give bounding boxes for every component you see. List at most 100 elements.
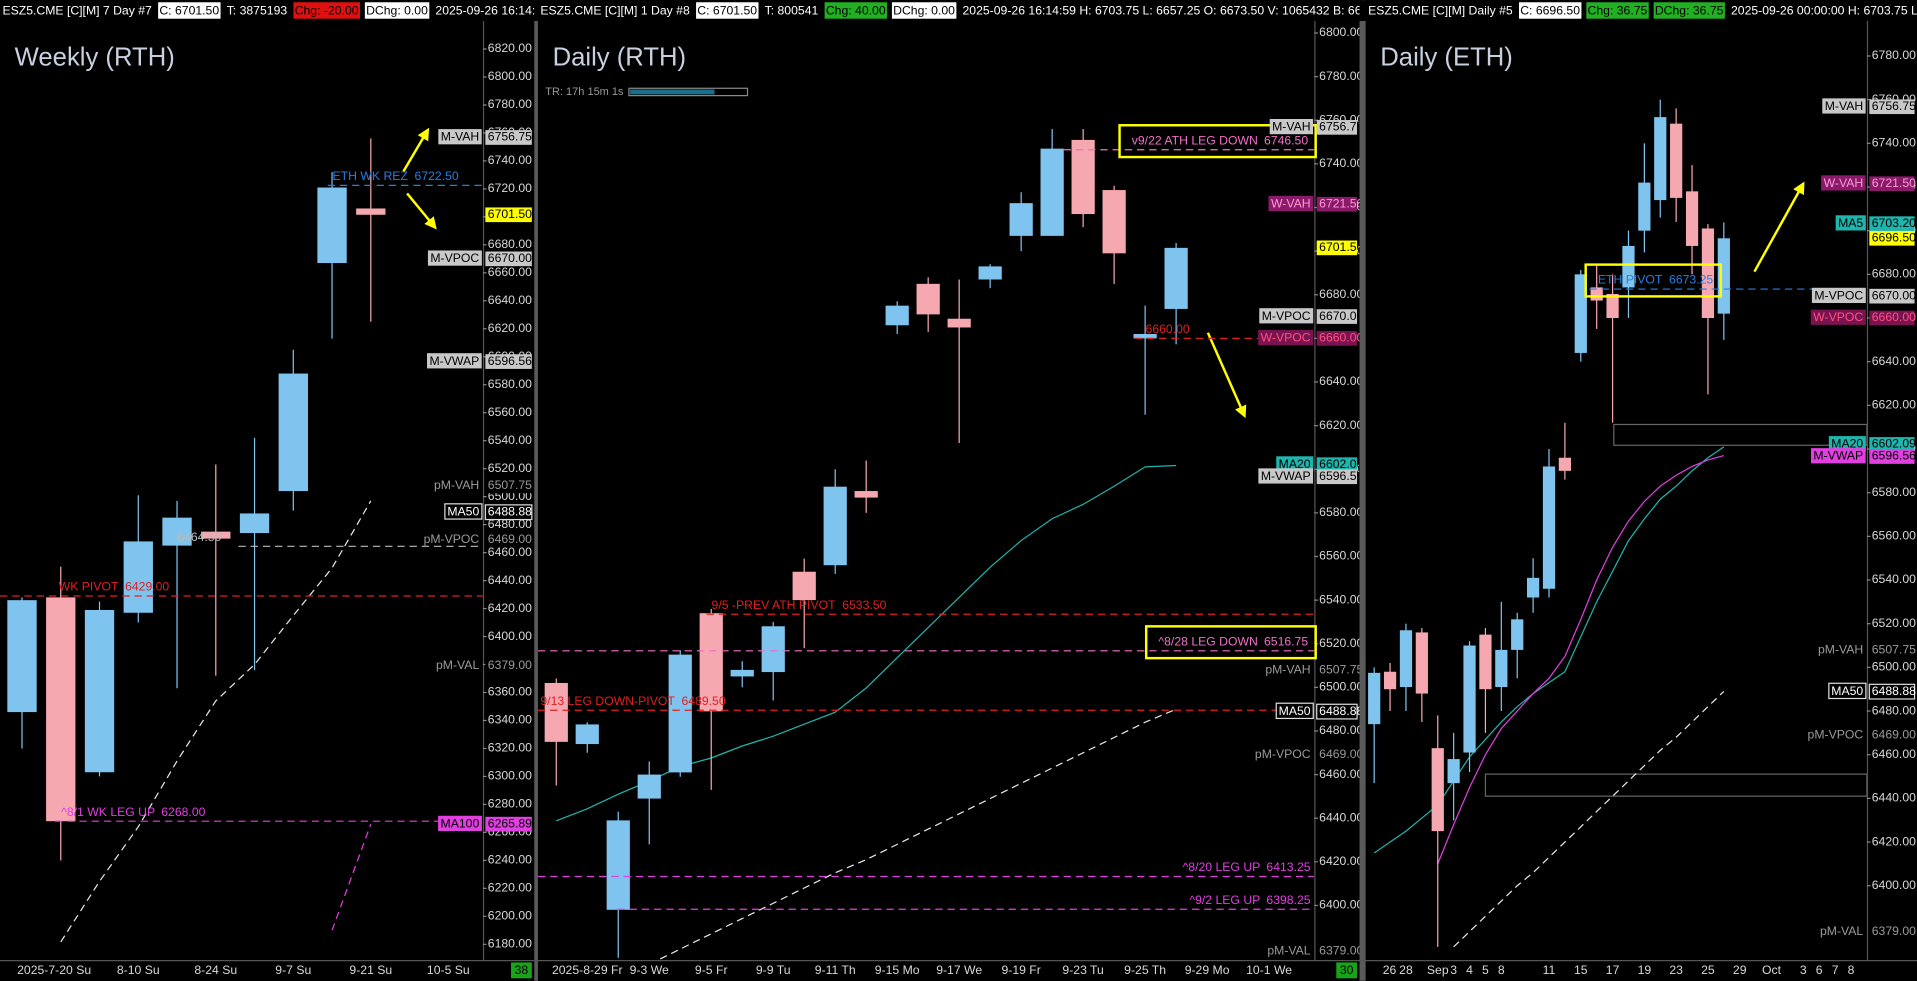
y-tick-label: 6740.00 [1872,136,1916,150]
level-price: 6398.25 [1266,893,1310,907]
candle-body [1511,619,1524,650]
candle-body [201,531,231,539]
price-tag [485,251,532,267]
level-name: ^8/28 LEG DOWN [1158,634,1257,648]
y-tick-label: 6620.00 [1319,418,1363,432]
price-tag-value: 6696.50 [1872,231,1916,245]
price-tag-name-bg [1821,175,1866,191]
y-tick-label: 6420.00 [1319,854,1363,868]
header-field: Chg: -20.00 [295,3,359,17]
candle-body [1009,203,1033,236]
candle-body [1040,148,1064,236]
x-tick-label: 7 [1832,963,1839,977]
x-tick-label: 3 [1800,963,1807,977]
price-tag-value: 6596.56 [1872,449,1916,463]
header-field: ESZ5.CME [C][M] 7 Day #7 [2,3,152,17]
price-tag [485,354,532,369]
candle-body [1622,245,1635,288]
y-tick-label: 6480.00 [488,517,532,531]
candle-body [885,305,909,326]
price-tag-name-bg [1259,308,1314,324]
y-tick-label: 6180.00 [488,937,532,951]
price-tag-value: 6469.00 [488,532,532,546]
level-name: 9/13 LEG DOWN-PIVOT [540,694,675,708]
level-name: WK PIVOT [59,580,119,594]
x-tick-label: Sep [1427,963,1449,977]
header-field-bg [696,2,759,19]
overlay-line [60,500,372,943]
price-tag [1316,120,1358,135]
x-tick-label: 25 [1701,963,1715,977]
y-tick-label: 6640.00 [1319,374,1363,388]
price-tag-name: pM-VPOC [1255,747,1311,761]
price-tag [1316,469,1358,485]
price-tag-name: MA100 [441,816,480,830]
header-field: T: 800541 [765,3,819,17]
price-tag-name: MA20 [1831,437,1863,451]
x-tick-label: 9-17 We [936,963,982,977]
y-tick-label: 6640.00 [1872,354,1916,368]
plot-area [1368,99,1867,948]
price-tag-name: pM-VPOC [424,532,480,546]
y-tick-label: 6540.00 [1872,572,1916,586]
overlay-line [1437,454,1724,865]
level-price: 6673.25 [1669,273,1713,287]
header-field: 2025-09-26 00:00:00 H: 6703.75 L: [1731,3,1917,17]
x-tick-label: 8-24 Su [194,963,237,977]
price-tag-name: pM-VAL [1267,943,1310,957]
level-price: 6533.50 [842,598,886,612]
price-tag-name: W-VAH [1824,176,1864,190]
candle-body [978,266,1002,280]
level-price: 6429.00 [125,580,169,594]
y-tick-label: 6480.00 [1872,703,1916,717]
y-tick-label: 6440.00 [1872,791,1916,805]
candle-body [916,283,940,315]
level-name: ETH PIVOT [1598,273,1663,287]
level-highlight [1144,625,1317,660]
y-tick-label: 6560.00 [488,405,532,419]
price-tag-name: M-VPOC [1262,309,1311,323]
price-tag-name-bg [1258,468,1314,484]
x-tick-label: 9-23 Tu [1062,963,1103,977]
price-tag-name: M-VPOC [430,251,479,265]
level-price: 6489.50 [681,694,725,708]
y-tick-label: 6420.00 [1872,834,1916,848]
y-tick-label: 6480.00 [1319,723,1363,737]
candle-body [823,486,847,566]
plot-area [0,138,483,943]
price-tag [1869,449,1915,464]
level-name: ^8/1 WK LEG UP [61,805,155,819]
chart-panel: 6400.00 6420.00 6440.00 6460.00 6480.00 6500.… [1368,2,1917,977]
price-tag [1869,727,1915,743]
y-tick-label: 6520.00 [488,461,532,475]
candle-body [1164,247,1188,309]
candle-body [1558,457,1572,471]
price-tag-name: MA50 [1831,684,1863,698]
y-tick-label: 6520.00 [1319,636,1363,650]
price-tag-name-bg [1828,436,1866,452]
y-tick-label: 6420.00 [488,601,532,615]
overlay-line [1453,690,1725,948]
header-field: C: 6696.50 [1520,3,1580,17]
candle-body [1638,182,1651,231]
price-tag-name: M-VWAP [1261,469,1311,483]
x-tick-label: 26 [1383,963,1397,977]
level-price: 6660.00 [1146,322,1190,336]
candle-body [792,571,816,601]
price-tag-name: MA20 [1279,457,1311,471]
y-tick-label: 6620.00 [1872,398,1916,412]
price-tag-name-bg [1810,448,1866,464]
y-tick-label: 6780.00 [1319,69,1363,83]
price-tag-name-bg [1268,195,1314,212]
level-name: ETH WK REZ [333,169,409,183]
header-field-bg [364,2,430,19]
price-tag-value: 6379.00 [1872,924,1916,938]
level-price: 6413.25 [1266,860,1310,874]
x-tick-label: 8 [1498,963,1505,977]
candle-body [730,669,754,677]
y-tick-label: 6820.00 [488,41,532,55]
candle-body [1431,748,1444,832]
